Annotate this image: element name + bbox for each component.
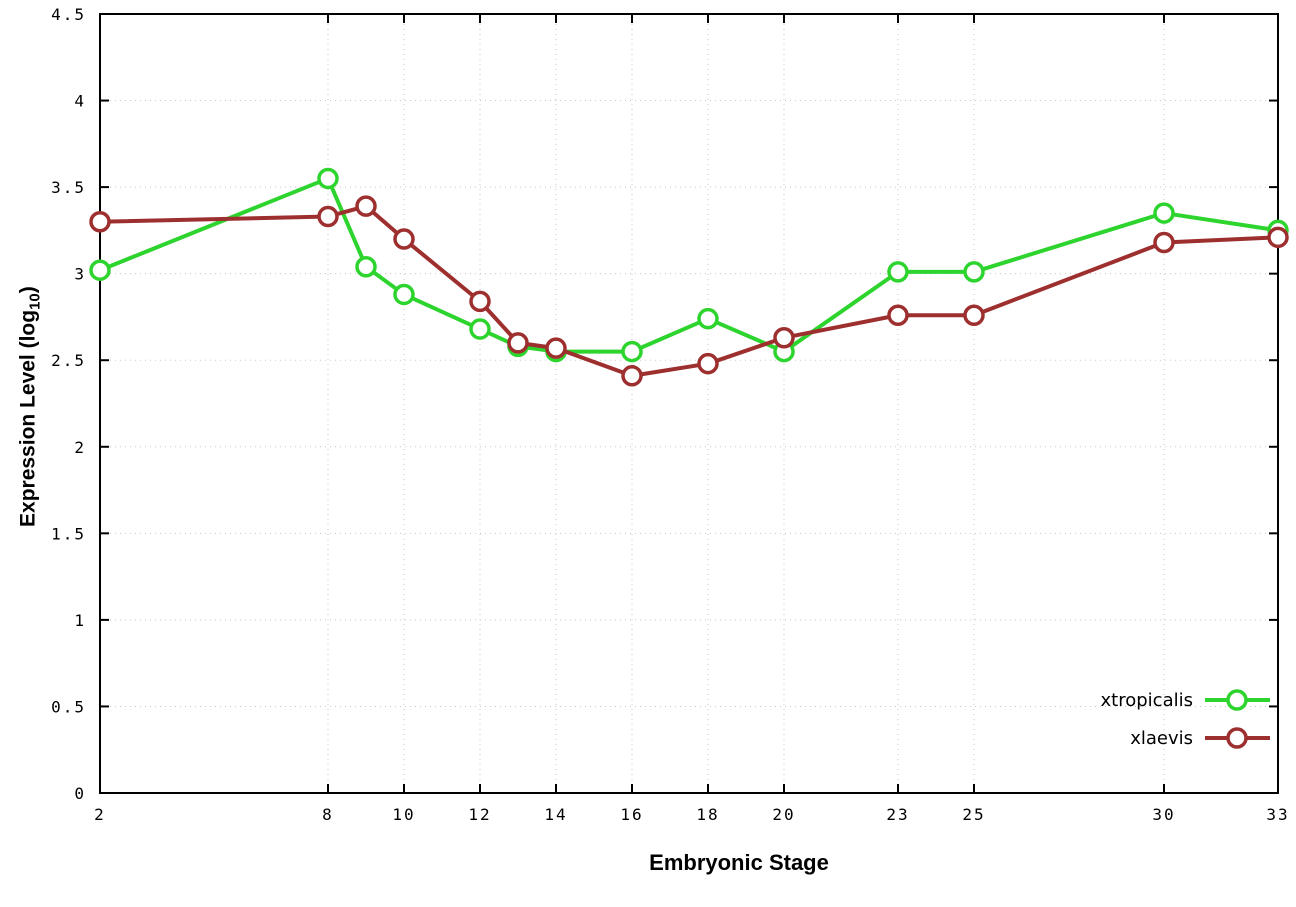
y-axis-label-pre: Expression Level (log: [16, 309, 40, 527]
data-point-xtropicalis: [963, 261, 985, 283]
y-tick-label: 2: [74, 438, 86, 457]
y-tick-label: 4.5: [51, 5, 86, 24]
x-tick-label: 2: [94, 805, 106, 824]
y-axis-label: Expression Level (log10): [16, 207, 43, 607]
data-point-xlaevis: [1153, 231, 1175, 254]
series-xlaevis: [89, 195, 1289, 387]
x-tick-label: 30: [1152, 805, 1175, 824]
data-point-xtropicalis: [469, 318, 491, 340]
data-point-xlaevis: [1267, 226, 1289, 249]
legend-marker-xlaevis: [1226, 727, 1248, 749]
data-point-xlaevis: [697, 352, 719, 375]
data-point-xlaevis: [621, 365, 643, 387]
y-axis-label-sub: 10: [26, 293, 44, 310]
y-tick-label: 1: [74, 611, 86, 630]
y-tick-label: 0: [74, 784, 86, 803]
data-point-xlaevis: [545, 337, 567, 359]
data-point-xtropicalis: [393, 283, 415, 306]
y-tick-label: 0.5: [51, 697, 86, 716]
data-point-xlaevis: [887, 304, 909, 326]
data-point-xlaevis: [507, 332, 529, 354]
data-point-xlaevis: [469, 290, 491, 313]
y-tick-label: 3.5: [51, 178, 86, 197]
data-point-xtropicalis: [355, 255, 377, 278]
legend-marker-xtropicalis: [1226, 689, 1248, 711]
x-tick-label: 8: [322, 805, 334, 824]
y-tick-label: 1.5: [51, 524, 86, 543]
data-point-xlaevis: [393, 228, 415, 250]
x-tick-label: 14: [544, 805, 567, 824]
plot-border: [99, 13, 1279, 794]
tick-marks: [99, 13, 1279, 794]
data-point-xlaevis: [963, 304, 985, 326]
x-axis-label-text: Embryonic Stage: [649, 850, 829, 875]
data-point-xlaevis: [317, 205, 339, 228]
data-point-xlaevis: [355, 195, 377, 217]
x-tick-label: 33: [1266, 805, 1289, 824]
data-point-xlaevis: [773, 326, 795, 349]
x-axis-label: Embryonic Stage: [0, 850, 1296, 876]
y-tick-label: 4: [74, 92, 86, 111]
data-point-xtropicalis: [317, 167, 339, 190]
x-tick-label: 12: [468, 805, 491, 824]
data-point-xtropicalis: [697, 307, 719, 330]
data-point-xtropicalis: [621, 340, 643, 363]
x-tick-label: 18: [696, 805, 719, 824]
data-point-xlaevis: [89, 210, 111, 233]
y-tick-label: 3: [74, 265, 86, 284]
data-point-xtropicalis: [887, 261, 909, 283]
legend: xtropicalis xlaevis: [1101, 689, 1270, 749]
x-tick-label: 23: [886, 805, 909, 824]
x-tick-label: 16: [620, 805, 643, 824]
tick-labels: 0 0.5 1 1.5 2 2.5 3 3.5 4 4.5 2 8 10 12 14 16 18 20 23 25 30…: [51, 5, 1289, 824]
legend-label-xtropicalis: xtropicalis: [1101, 690, 1193, 711]
x-tick-label: 25: [962, 805, 985, 824]
data-point-xtropicalis: [89, 259, 111, 281]
x-tick-label: 10: [392, 805, 415, 824]
grid-lines: [99, 13, 1279, 794]
y-tick-label: 2.5: [51, 351, 86, 370]
legend-label-xlaevis: xlaevis: [1130, 728, 1193, 749]
y-axis-label-post: ): [16, 286, 40, 294]
data-point-xtropicalis: [1153, 202, 1175, 224]
x-tick-label: 20: [772, 805, 795, 824]
